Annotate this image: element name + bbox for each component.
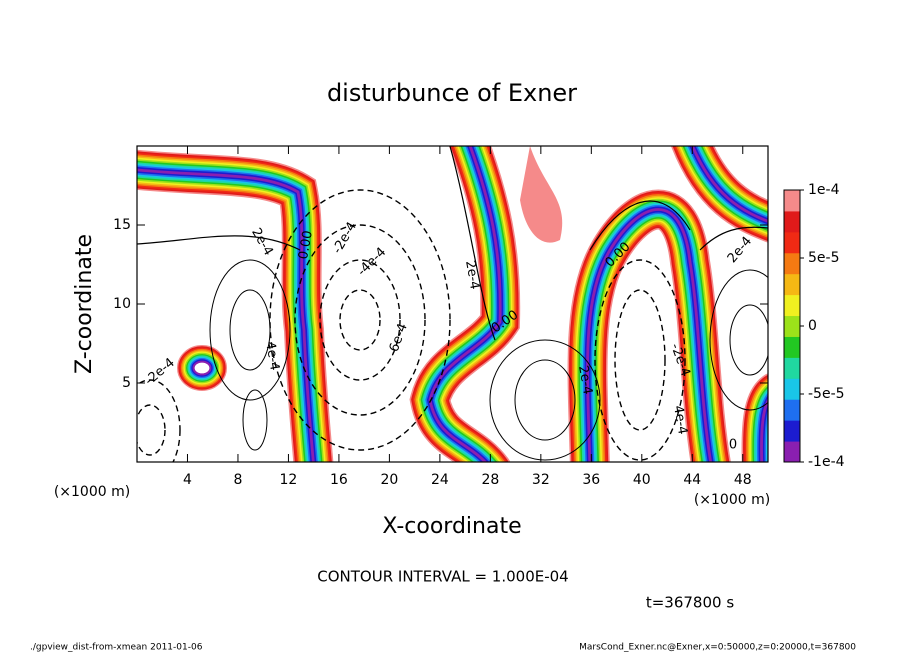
contour-line [614, 289, 666, 431]
color-band [691, 146, 768, 223]
colorbar-segment [784, 190, 800, 212]
x-tick-label: 8 [233, 472, 242, 488]
contour-label: 4e-4 [262, 340, 282, 371]
footer-left: ./gpview_dist-from-xmean 2011-01-06 [30, 643, 203, 653]
contour-line [339, 289, 381, 351]
x-unit: (×1000 m) [694, 492, 770, 508]
contour-line [729, 304, 768, 376]
color-band [520, 146, 563, 243]
contour-line [699, 226, 768, 251]
x-tick-label: 28 [481, 472, 499, 488]
y-tick-label: 15 [113, 217, 131, 233]
contour-label: 2e-4 [248, 226, 276, 259]
x-tick-label: 36 [582, 472, 600, 488]
colorbar-segment [784, 210, 800, 233]
contour-line [137, 404, 166, 456]
y-axis-label: Z-coordinate [72, 234, 97, 374]
colorbar-tick-label: -1e-4 [808, 454, 845, 470]
contour-field [137, 146, 768, 462]
contour-label: -6e-4 [385, 321, 411, 358]
contour-line [449, 146, 496, 341]
chart-title: disturbunce of Exner [327, 79, 577, 107]
contour-label: 2e-4 [725, 234, 755, 266]
colorbar-segment [784, 378, 800, 400]
x-tick-label: 16 [330, 472, 348, 488]
contour-line [137, 235, 301, 251]
contour-line [269, 189, 451, 451]
contour-line [589, 200, 691, 251]
contour-line [709, 269, 768, 411]
color-band [760, 397, 768, 462]
contour-line [489, 339, 601, 461]
x-tick-label: 20 [380, 472, 398, 488]
time-label: t=367800 s [646, 594, 734, 612]
colorbar-segment [784, 294, 800, 317]
colorbar-tick-label: 5e-5 [808, 250, 839, 266]
colorbar-segment [784, 252, 800, 275]
colorbar-segment [784, 420, 800, 442]
contour-line [229, 289, 271, 371]
contour-label: -2e-4 [330, 220, 360, 257]
colorbar-tick-label: -5e-5 [808, 386, 845, 402]
color-band [586, 208, 713, 462]
x-tick-label: 4 [183, 472, 192, 488]
x-axis-label: X-coordinate [382, 514, 521, 539]
color-band [192, 360, 212, 376]
colorbar-segment [784, 273, 800, 296]
x-tick-label: 32 [532, 472, 550, 488]
colorbar-tick-label: 0 [808, 318, 817, 334]
colorbar-segment [784, 399, 800, 421]
colorbar-segment [784, 315, 800, 337]
contour-label: 4e-4 [670, 404, 690, 435]
color-band [428, 146, 502, 462]
x-tick-label: 12 [280, 472, 298, 488]
contour-label: 2e-4 [462, 259, 482, 290]
x-tick-label: 24 [431, 472, 449, 488]
colorbar-segment [784, 231, 800, 254]
contour-interval: CONTOUR INTERVAL = 1.000E-04 [317, 568, 568, 586]
contour-line [594, 259, 686, 461]
y-unit: (×1000 m) [54, 484, 130, 500]
y-tick-label: 5 [122, 375, 131, 391]
contour-line [319, 259, 401, 381]
y-tick-label: 10 [113, 296, 131, 312]
x-tick-label: 44 [683, 472, 701, 488]
colorbar-segment [784, 357, 800, 379]
contour-line [242, 389, 268, 451]
colorbar-tick-label: 1e-4 [808, 182, 840, 198]
contour-label: -4e-4 [355, 245, 390, 280]
contour-line [209, 259, 291, 401]
contour-line [514, 359, 576, 441]
contour-line [137, 379, 181, 462]
contour-label: 0 [729, 438, 737, 453]
x-tick-label: 48 [734, 472, 752, 488]
colorbar-segment [784, 336, 800, 358]
color-band [137, 168, 315, 462]
contour-label: 2e-4 [575, 364, 595, 395]
contour-line [294, 224, 426, 416]
colorbar-segment [784, 441, 800, 463]
x-tick-label: 40 [633, 472, 651, 488]
contour-label: 0.00 [296, 229, 316, 260]
footer-right: MarsCond_Exner.nc@Exner,x=0:50000,z=0:20… [579, 643, 856, 653]
